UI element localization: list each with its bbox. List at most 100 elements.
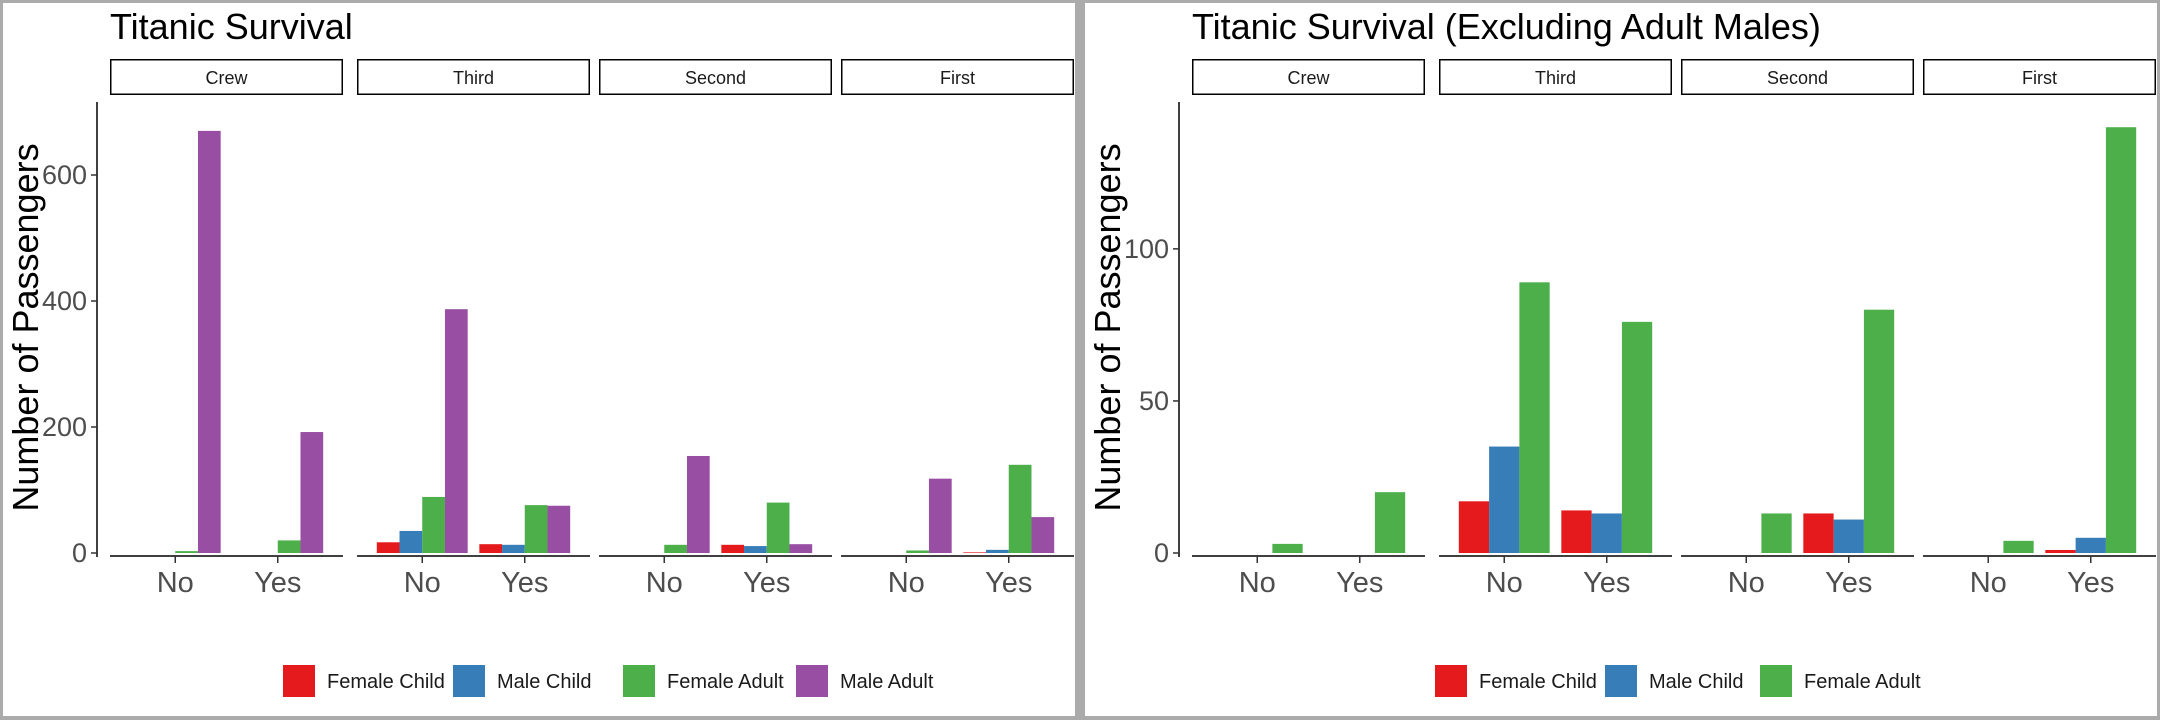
bar-third-yes-female-child — [479, 544, 503, 553]
legend-label-male-child: Male Child — [1649, 671, 1743, 693]
x-tick-label-crew-yes: Yes — [254, 567, 301, 599]
bar-second-yes-male-adult — [789, 544, 813, 553]
legend-label-female-adult: Female Adult — [1804, 671, 1921, 693]
facet-strip-crew — [110, 59, 343, 95]
bar-third-yes-female-adult — [524, 505, 548, 553]
bar-second-yes-female-child — [721, 544, 745, 553]
bar-third-no-male-adult — [444, 309, 468, 553]
y-tick-label: 200 — [42, 412, 87, 442]
x-tick-label-third-no: No — [404, 567, 441, 599]
y-tick-label: 400 — [42, 286, 87, 316]
legend-swatch-female-adult — [623, 665, 655, 697]
facet-strip-label-first: First — [940, 68, 975, 88]
facet-strip-label-second: Second — [685, 68, 746, 88]
bar-third-no-female-child — [1458, 501, 1490, 553]
bar-third-yes-female-child — [1561, 510, 1592, 553]
bar-third-no-female-child — [376, 542, 400, 553]
y-tick-label: 600 — [42, 160, 87, 190]
facet-strip-label-third: Third — [453, 68, 494, 88]
x-tick-label-first-yes: Yes — [985, 567, 1032, 599]
bar-third-no-female-adult — [1519, 282, 1550, 553]
bar-third-no-male-child — [399, 530, 423, 553]
legend-swatch-male-child — [1605, 665, 1637, 697]
facet-strip-first — [841, 59, 1074, 95]
chart-title: Titanic Survival — [110, 6, 353, 47]
facet-strip-label-second: Second — [1767, 68, 1828, 88]
legend-swatch-female-adult — [1760, 665, 1792, 697]
bar-first-yes-female-child — [963, 552, 987, 553]
x-tick-label-crew-no: No — [157, 567, 194, 599]
facet-strip-crew — [1192, 59, 1425, 95]
legend-swatch-female-child — [283, 665, 315, 697]
bar-crew-yes-female-adult — [1374, 492, 1406, 553]
x-tick-label-third-no: No — [1486, 567, 1523, 599]
bar-second-yes-female-child — [1803, 513, 1834, 553]
x-tick-label-second-no: No — [646, 567, 683, 599]
facet-strip-label-third: Third — [1535, 68, 1576, 88]
bar-first-yes-male-child — [986, 549, 1009, 553]
titanic-survival-chart: Titanic Survival Number of Passengers 0 200… — [5, 6, 1074, 697]
y-tick-label: 0 — [72, 538, 87, 568]
bar-third-yes-female-adult — [1621, 321, 1653, 553]
bar-third-no-male-child — [1489, 446, 1520, 553]
x-tick-label-first-no: No — [1970, 567, 2007, 599]
bar-crew-no-male-adult — [197, 130, 221, 553]
legend-label-male-child: Male Child — [497, 671, 591, 693]
legend-swatch-female-child — [1435, 665, 1467, 697]
x-tick-label-second-yes: Yes — [743, 567, 790, 599]
facet-strip-third — [1439, 59, 1672, 95]
bar-second-yes-female-adult — [1863, 309, 1895, 553]
titanic-survival-excluding-adult-males-chart: Titanic Survival (Excluding Adult Males)… — [1087, 6, 2156, 697]
legend-swatch-male-adult — [796, 665, 828, 697]
bar-first-yes-male-adult — [1031, 517, 1055, 553]
bar-first-yes-female-adult — [1008, 464, 1032, 553]
bar-second-no-female-adult — [664, 544, 687, 553]
facet-strip-second — [599, 59, 832, 95]
x-tick-label-first-yes: Yes — [2067, 567, 2114, 599]
bar-second-no-female-adult — [1761, 513, 1792, 553]
facet-strip-third — [357, 59, 590, 95]
x-tick-label-crew-yes: Yes — [1336, 567, 1383, 599]
legend-label-male-adult: Male Adult — [840, 671, 934, 693]
bar-first-yes-male-child — [2075, 537, 2106, 553]
facet-strip-label-first: First — [2022, 68, 2057, 88]
right-chart-panel: Titanic Survival (Excluding Adult Males)… — [1085, 3, 2157, 716]
x-tick-label-third-yes: Yes — [1583, 567, 1630, 599]
legend-label-female-child: Female Child — [327, 671, 445, 693]
chart-title: Titanic Survival (Excluding Adult Males) — [1192, 6, 1821, 47]
bar-first-yes-female-child — [2045, 549, 2076, 553]
left-chart-panel: Titanic Survival Number of Passengers 0 200… — [3, 3, 1075, 716]
legend-swatch-male-child — [453, 665, 485, 697]
legend-label-female-child: Female Child — [1479, 671, 1597, 693]
y-tick-label: 0 — [1154, 538, 1169, 568]
x-tick-label-second-yes: Yes — [1825, 567, 1872, 599]
bar-crew-yes-female-adult — [277, 540, 301, 553]
x-tick-label-first-no: No — [888, 567, 925, 599]
x-tick-label-crew-no: No — [1239, 567, 1276, 599]
bar-second-yes-female-adult — [766, 502, 790, 553]
bar-third-no-female-adult — [422, 496, 445, 553]
bar-first-no-female-adult — [906, 550, 929, 553]
bar-third-yes-male-adult — [547, 505, 571, 553]
y-tick-label: 50 — [1139, 386, 1169, 416]
facet-strip-first — [1923, 59, 2156, 95]
bar-first-yes-female-adult — [2105, 127, 2137, 553]
bar-third-yes-male-child — [1591, 513, 1622, 553]
bar-crew-no-female-adult — [175, 551, 198, 553]
bar-second-yes-male-child — [1833, 519, 1864, 553]
y-axis-label: Number of Passengers — [1087, 143, 1128, 511]
bar-second-yes-male-child — [744, 546, 767, 553]
y-tick-label: 100 — [1124, 234, 1169, 264]
bar-crew-yes-male-adult — [300, 432, 324, 553]
facet-strip-label-crew: Crew — [1287, 68, 1330, 88]
bar-first-no-female-adult — [2003, 540, 2034, 553]
facet-strip-second — [1681, 59, 1914, 95]
bar-crew-no-female-adult — [1272, 543, 1303, 553]
bar-second-no-male-adult — [686, 455, 710, 553]
legend-label-female-adult: Female Adult — [667, 671, 784, 693]
x-tick-label-third-yes: Yes — [501, 567, 548, 599]
y-axis-label: Number of Passengers — [5, 143, 46, 511]
x-tick-label-second-no: No — [1728, 567, 1765, 599]
facet-strip-label-crew: Crew — [205, 68, 248, 88]
bar-first-no-male-adult — [928, 478, 952, 553]
